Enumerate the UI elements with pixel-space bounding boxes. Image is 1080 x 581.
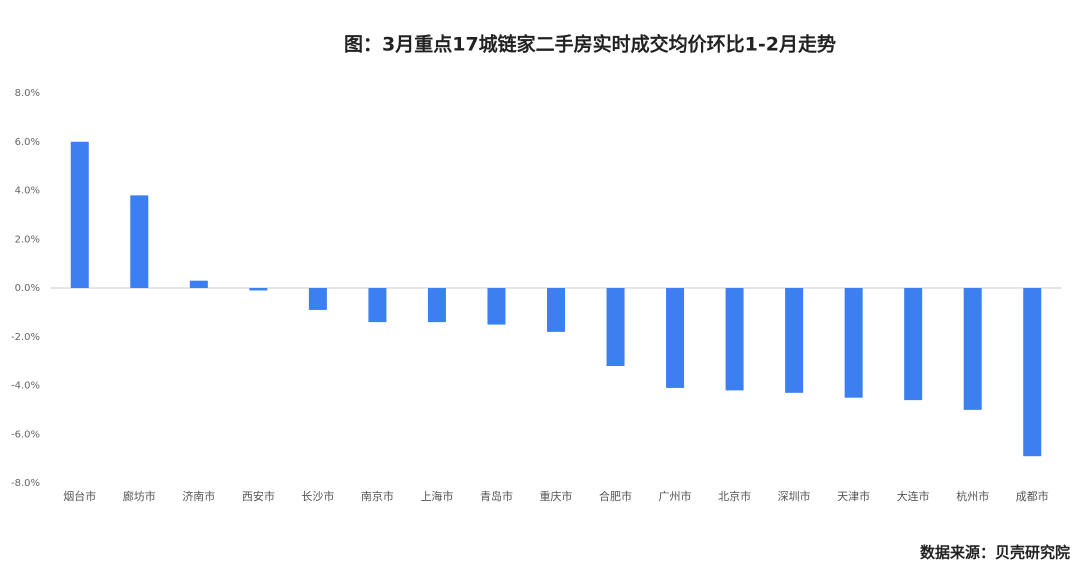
x-tick-label: 长沙市	[301, 489, 334, 503]
bar	[130, 195, 149, 288]
y-tick-label: -6.0%	[11, 429, 40, 440]
x-tick-label: 上海市	[420, 489, 453, 503]
y-tick-label: 8.0%	[15, 88, 40, 99]
bar	[368, 288, 387, 323]
y-tick-label: 2.0%	[15, 234, 40, 245]
x-tick-label: 广州市	[659, 489, 692, 503]
y-tick-label: 0.0%	[15, 283, 40, 294]
x-tick-label: 重庆市	[540, 489, 573, 503]
x-tick-label: 西安市	[242, 489, 275, 503]
x-tick-label: 深圳市	[778, 489, 811, 503]
x-tick-label: 廊坊市	[123, 489, 156, 503]
x-tick-label: 济南市	[182, 489, 215, 503]
bar	[547, 288, 565, 332]
y-tick-label: 6.0%	[15, 137, 40, 148]
bar	[487, 288, 506, 325]
bar	[189, 280, 208, 288]
x-tick-label: 合肥市	[599, 489, 632, 503]
x-tick-label: 青岛市	[480, 489, 513, 503]
x-tick-label: 大连市	[897, 489, 930, 503]
x-tick-label: 天津市	[837, 489, 870, 503]
bar	[963, 288, 982, 410]
bar	[1023, 288, 1042, 457]
bar	[249, 288, 268, 291]
bar	[904, 288, 923, 401]
bar	[725, 288, 744, 391]
y-tick-label: -4.0%	[11, 381, 40, 392]
bar	[785, 288, 804, 393]
chart-title: 图：3月重点17城链家二手房实时成交均价环比1-2月走势	[344, 33, 836, 56]
y-tick-label: -8.0%	[11, 478, 40, 489]
x-tick-label: 南京市	[361, 489, 394, 503]
bar	[606, 288, 625, 366]
y-tick-label: -2.0%	[11, 332, 40, 343]
x-tick-label: 北京市	[718, 489, 751, 503]
bar	[844, 288, 863, 398]
bar	[308, 288, 327, 310]
x-tick-label: 烟台市	[63, 489, 96, 503]
bar	[70, 141, 89, 288]
x-tick-label: 杭州市	[956, 489, 989, 503]
bar	[427, 288, 446, 323]
y-tick-label: 4.0%	[15, 186, 40, 197]
source-note: 数据来源：贝壳研究院	[920, 544, 1070, 562]
x-tick-label: 成都市	[1016, 489, 1049, 503]
bar	[666, 288, 685, 388]
